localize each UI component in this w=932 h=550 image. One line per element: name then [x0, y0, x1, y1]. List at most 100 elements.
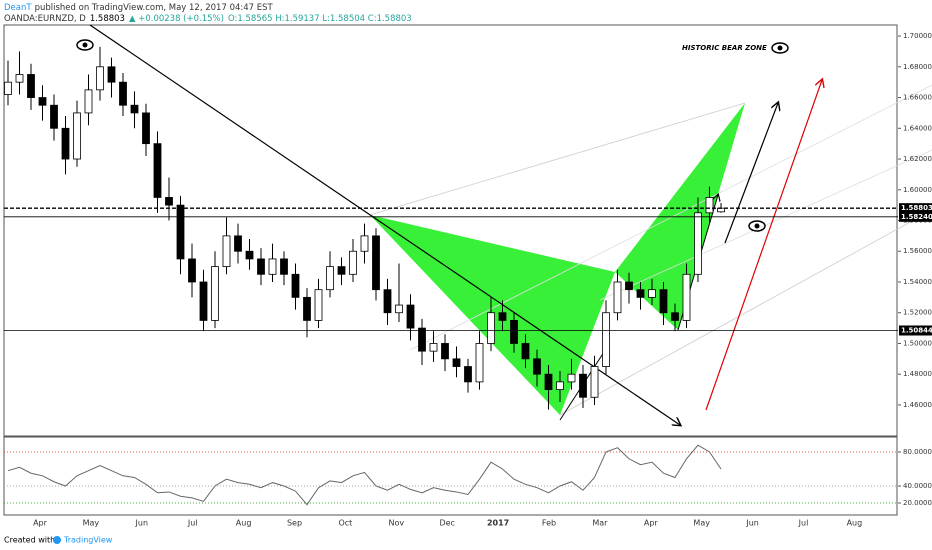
eye-icon	[771, 42, 789, 54]
candle-body	[567, 373, 576, 383]
candle-body	[280, 258, 288, 275]
rsi-line	[7, 444, 722, 506]
x-tick-label: Dec	[439, 519, 454, 528]
footer: Created with TradingView	[4, 536, 113, 545]
candle-body	[96, 66, 104, 91]
candle-body	[372, 235, 380, 291]
y-tick-label: 1.70000	[903, 32, 932, 40]
candle-body	[326, 266, 334, 291]
candle-body	[429, 343, 438, 352]
candle-body	[406, 304, 415, 329]
channel-line	[369, 102, 746, 216]
symbol: OANDA:EURNZD, D	[4, 14, 86, 24]
x-tick-label: Jun	[135, 519, 149, 528]
candle-body	[510, 320, 518, 344]
y-tick-label: 80.0000	[903, 448, 932, 456]
channel-line	[559, 209, 932, 416]
candle-body	[130, 104, 139, 114]
channel-line	[599, 149, 932, 301]
x-tick-label: Oct	[338, 519, 352, 528]
candle-body	[452, 358, 461, 367]
eye-icon	[748, 220, 766, 232]
x-tick-label: May	[83, 519, 100, 528]
candle-body	[291, 273, 300, 298]
candle-body	[165, 197, 173, 206]
x-tick-label: Feb	[542, 519, 556, 528]
y-tick-label: 1.66000	[903, 94, 932, 102]
candle-body	[38, 97, 47, 106]
candle-body	[383, 289, 392, 314]
candle-body	[659, 289, 668, 314]
candle-body	[705, 197, 714, 214]
candle-body	[671, 312, 679, 321]
candle-body	[533, 358, 541, 375]
candle-body	[222, 235, 231, 268]
x-tick-label: Nov	[388, 519, 404, 528]
trend-line	[89, 24, 680, 425]
channel-line	[409, 84, 932, 351]
price-panel	[3, 24, 898, 437]
footer-created: Created with	[4, 536, 55, 545]
candle-body	[544, 373, 553, 390]
candle-body	[682, 273, 691, 321]
candle-body	[590, 366, 599, 398]
candle-body	[234, 235, 242, 252]
logo	[53, 536, 61, 544]
arrow	[724, 103, 778, 244]
candle-body	[61, 127, 70, 160]
x-tick-label: Sep	[287, 519, 302, 528]
candle-body	[73, 112, 81, 160]
candle-body	[521, 343, 530, 360]
author: DeanT	[4, 3, 32, 13]
candle-body	[15, 74, 24, 83]
arrow	[705, 80, 822, 411]
footer-brand: TradingView	[63, 536, 113, 545]
candle-body	[337, 266, 346, 275]
candle-body	[694, 212, 702, 275]
price-label: 1.58803	[901, 204, 932, 212]
candle-body	[257, 258, 265, 275]
y-tick-label: 1.48000	[903, 370, 932, 378]
y-tick-label: 1.60000	[903, 186, 932, 194]
candle-body	[50, 104, 58, 129]
y-tick-label: 1.50000	[903, 339, 932, 347]
y-tick-label: 1.68000	[903, 63, 932, 71]
candle-body	[314, 289, 323, 321]
change: ▲ +0.00238 (+0.15%)	[129, 14, 224, 24]
candle-body	[487, 312, 495, 344]
candle-body	[245, 250, 254, 260]
annotation: HISTORIC BEAR ZONE	[682, 44, 767, 52]
y-tick-label: 1.54000	[903, 278, 932, 286]
candle-body	[119, 81, 127, 106]
candle-body	[418, 327, 426, 352]
candle-body	[579, 373, 587, 398]
y-tick-label: 1.64000	[903, 124, 932, 132]
x-tick-label: Apr	[644, 519, 659, 528]
candle-body	[211, 266, 219, 321]
published: published on TradingView.com, May 12, 20…	[35, 3, 274, 13]
x-tick-label: May	[693, 519, 710, 528]
candle-body	[153, 143, 162, 198]
x-tick-label: Aug	[236, 519, 252, 528]
candle-body	[556, 381, 564, 390]
eye-icon	[76, 39, 94, 51]
x-tick-label: Jul	[798, 519, 809, 528]
candle-body	[349, 250, 357, 275]
price-label-bg	[899, 211, 932, 222]
candle-body	[613, 281, 622, 314]
candle-body	[188, 258, 196, 283]
y-tick-label: 1.56000	[903, 247, 932, 255]
candle-body	[475, 343, 484, 383]
price-label: 1.58240	[901, 213, 932, 221]
y-tick-label: 1.46000	[903, 401, 932, 409]
candle-body	[602, 312, 610, 367]
y-tick-label: 1.62000	[903, 155, 932, 163]
candle-body	[648, 289, 656, 298]
candle-body	[498, 312, 507, 321]
y-tick-label: 1.52000	[903, 309, 932, 317]
x-tick-label: Jun	[745, 519, 759, 528]
candle-body	[636, 289, 645, 298]
rsi-panel	[3, 436, 898, 516]
